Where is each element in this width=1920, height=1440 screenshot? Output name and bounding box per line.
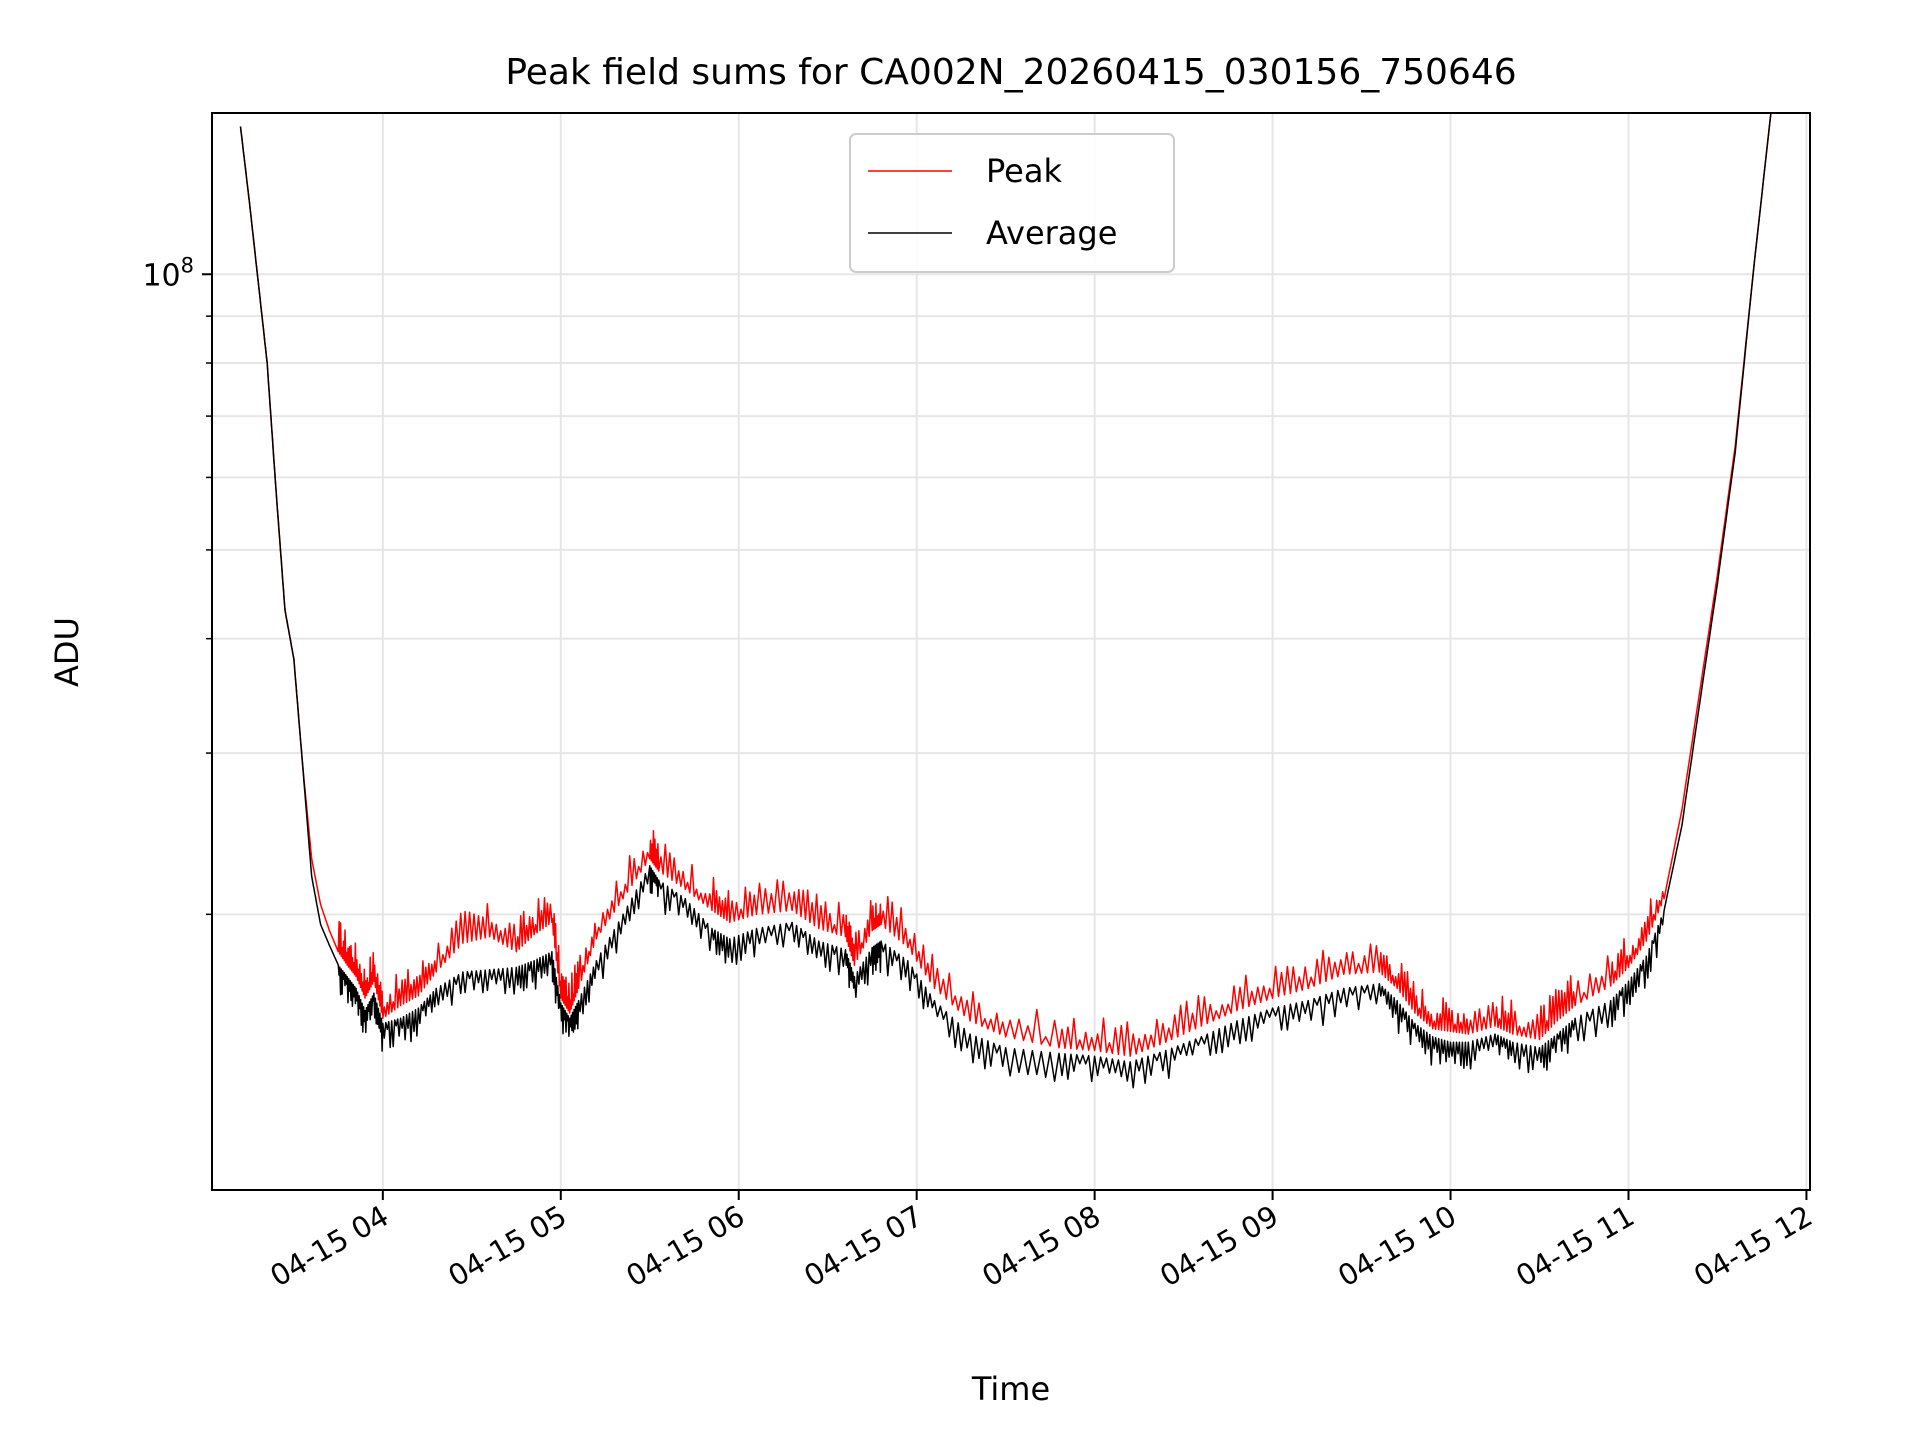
- series-layer: [239, 113, 1772, 1089]
- legend-label-average: Average: [986, 214, 1117, 252]
- grid-lines: [212, 113, 1810, 1190]
- y-tick-label: 108: [142, 253, 194, 293]
- legend: Peak Average: [849, 133, 1175, 273]
- plot-frame: [211, 112, 1811, 1191]
- legend-label-peak: Peak: [986, 152, 1062, 190]
- legend-box: [849, 133, 1175, 273]
- y-axis-label: ADU: [48, 617, 86, 687]
- series-line-average: [239, 113, 1772, 1089]
- y-axis-ticks: 108: [142, 253, 212, 916]
- chart-title: Peak field sums for CA002N_20260415_0301…: [505, 52, 1516, 93]
- x-axis-label: Time: [971, 1370, 1050, 1408]
- series-line-peak: [239, 113, 1772, 1057]
